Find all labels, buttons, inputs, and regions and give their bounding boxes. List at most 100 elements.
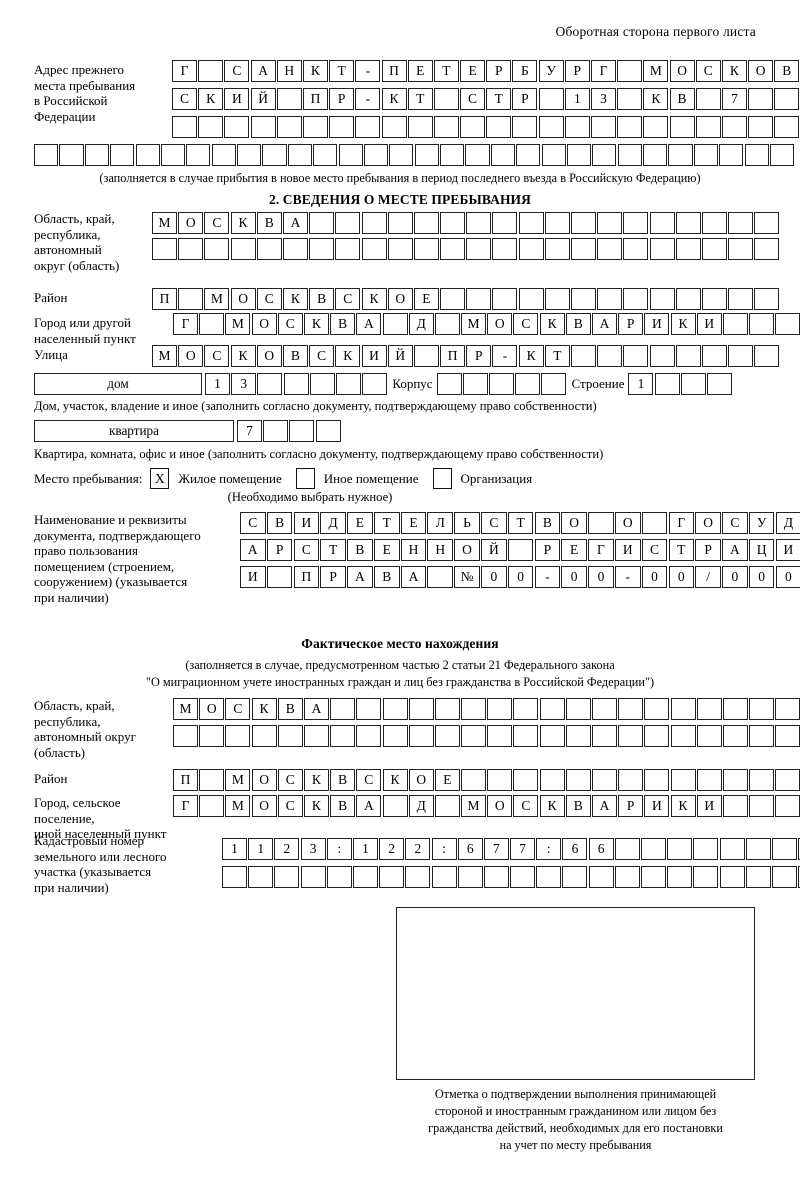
district-row-cell-1[interactable]: П — [152, 288, 177, 310]
district-row-cell-8[interactable]: С — [335, 288, 361, 310]
prev-address-row-2-cell-10[interactable]: Т — [407, 88, 433, 110]
cadastral-row-2-cell-1[interactable] — [222, 866, 247, 888]
korpus-cells[interactable] — [436, 373, 568, 395]
prev-address-row-2-cell-13[interactable]: Т — [486, 88, 512, 110]
actual-district-row-cell-10[interactable]: О — [408, 769, 434, 791]
flat-cell-3[interactable] — [289, 420, 315, 442]
street-row-cell-15[interactable]: К — [518, 345, 544, 367]
prev-address-row-4-cell-2[interactable] — [59, 144, 84, 166]
actual-region-row-2-cell-17[interactable] — [592, 725, 617, 747]
cadastral-row-1-cell-12[interactable]: 7 — [510, 838, 536, 860]
prev-address-row-1-cell-16[interactable]: Р — [564, 60, 590, 82]
prev-address-row-4-cell-23[interactable] — [592, 144, 617, 166]
prev-address-row-1-cell-10[interactable]: Е — [407, 60, 433, 82]
document-row-3-cell-17[interactable]: 0 — [668, 566, 695, 588]
street-row-cell-6[interactable]: В — [282, 345, 308, 367]
actual-region-row-2-cell-6[interactable] — [303, 725, 329, 747]
document-row-2-cell-20[interactable]: Ц — [748, 539, 775, 561]
prev-address-row-1-cell-11[interactable]: Т — [433, 60, 459, 82]
document-row-1-cell-13[interactable]: О — [561, 512, 587, 534]
cadastral-row-2-cell-14[interactable] — [562, 866, 588, 888]
prev-address-row-4-cell-9[interactable] — [237, 144, 262, 166]
prev-address-row-1-cell-14[interactable]: Б — [512, 60, 538, 82]
prev-address-row-4-cell-20[interactable] — [516, 144, 541, 166]
region-row-1-cell-3[interactable]: С — [204, 212, 230, 234]
street-row-cell-18[interactable] — [597, 345, 623, 367]
document-row-2-cell-17[interactable]: Т — [668, 539, 695, 561]
document-row-1-cell-10[interactable]: С — [481, 512, 507, 534]
region-row-1-cell-17[interactable] — [571, 212, 596, 234]
cadastral-row-1-cell-23[interactable] — [798, 838, 800, 860]
street-row-cell-13[interactable]: Р — [466, 345, 492, 367]
district-row-cell-3[interactable]: М — [204, 288, 230, 310]
document-row-2-cell-2[interactable]: Р — [266, 539, 293, 561]
region-row-1-cell-2[interactable]: О — [178, 212, 204, 234]
district-row-cell-22[interactable] — [701, 288, 727, 310]
prev-address-row-4-cell-19[interactable] — [490, 144, 515, 166]
prev-address-row-1-cell-2[interactable] — [198, 60, 224, 82]
actual-city-row-cell-19[interactable]: И — [644, 795, 670, 817]
cadastral-row-1-cell-13[interactable]: : — [536, 838, 562, 860]
document-row-2-cell-3[interactable]: С — [293, 539, 320, 561]
street-row-cell-1[interactable]: М — [152, 345, 177, 367]
document-row-3-cell-2[interactable] — [266, 566, 293, 588]
street-row-cell-4[interactable]: К — [230, 345, 256, 367]
prev-address-row-4-cell-15[interactable] — [389, 144, 414, 166]
city-row-cell-15[interactable]: К — [539, 313, 565, 335]
document-row-3-cell-5[interactable]: А — [347, 566, 373, 588]
actual-region-row-1-cell-17[interactable] — [592, 698, 617, 720]
flat-cells[interactable]: 7 — [237, 420, 342, 442]
cadastral-row-1-cell-17[interactable] — [641, 838, 666, 860]
prev-address-row-2-cell-11[interactable] — [433, 88, 459, 110]
street-row-cell-14[interactable]: - — [492, 345, 518, 367]
region-row-2-cell-7[interactable] — [309, 238, 335, 260]
prev-address-row-1-cell-21[interactable]: С — [695, 60, 721, 82]
cadastral-row-2-cell-20[interactable] — [719, 866, 745, 888]
actual-city-row-cell-18[interactable]: Р — [618, 795, 644, 817]
region-row-2-cell-12[interactable] — [440, 238, 466, 260]
house-cell-7[interactable] — [362, 373, 388, 395]
actual-region-row-2-cell-12[interactable] — [461, 725, 487, 747]
house-cell-2[interactable]: 3 — [231, 373, 257, 395]
prev-address-row-3-cell-16[interactable] — [564, 116, 590, 138]
region-row-2-cell-3[interactable] — [204, 238, 230, 260]
actual-region-row-2-cell-20[interactable] — [670, 725, 696, 747]
district-row-cell-14[interactable] — [492, 288, 518, 310]
prev-address-row-1-cell-9[interactable]: П — [381, 60, 407, 82]
actual-district-row-cell-12[interactable] — [461, 769, 487, 791]
region-row-1-cell-21[interactable] — [675, 212, 701, 234]
prev-address-row-4-cell-21[interactable] — [541, 144, 566, 166]
region-row-2-cell-17[interactable] — [571, 238, 596, 260]
cadastral-row-2-cell-3[interactable] — [274, 866, 300, 888]
region-row-1-cell-16[interactable] — [544, 212, 570, 234]
prev-address-row-2-cell-5[interactable] — [276, 88, 302, 110]
actual-region-row-2-cell-8[interactable] — [356, 725, 382, 747]
actual-city-row-cell-15[interactable]: К — [539, 795, 565, 817]
document-row-1-cell-8[interactable]: Л — [427, 512, 454, 534]
prev-address-row-4-cell-29[interactable] — [744, 144, 769, 166]
city-row-cell-2[interactable] — [199, 313, 225, 335]
actual-district-row-cell-21[interactable] — [696, 769, 722, 791]
checkbox-organizatsiya[interactable] — [432, 468, 452, 489]
city-row-cell-4[interactable]: О — [251, 313, 277, 335]
region-row-2-cell-6[interactable] — [282, 238, 308, 260]
actual-region-row-1-cell-12[interactable] — [461, 698, 487, 720]
actual-region-row-1-cell-19[interactable] — [644, 698, 670, 720]
document-row-3-cell-20[interactable]: 0 — [748, 566, 775, 588]
cadastral-row-2-cell-5[interactable] — [326, 866, 352, 888]
document-row-3-cell-4[interactable]: Р — [320, 566, 346, 588]
document-row-1-cell-4[interactable]: Д — [320, 512, 346, 534]
cadastral-row-2[interactable] — [222, 866, 800, 888]
document-row-1-cell-3[interactable]: И — [293, 512, 320, 534]
prev-address-row-1-cell-22[interactable]: К — [721, 60, 747, 82]
street-row-cell-7[interactable]: С — [309, 345, 335, 367]
stroenie-cell-4[interactable] — [707, 373, 733, 395]
actual-region-row-1-cell-9[interactable] — [382, 698, 408, 720]
prev-address-row-3-cell-18[interactable] — [617, 116, 643, 138]
korpus-cell-5[interactable] — [541, 373, 567, 395]
city-row-cell-6[interactable]: К — [303, 313, 329, 335]
prev-address-row-4-cell-18[interactable] — [465, 144, 490, 166]
